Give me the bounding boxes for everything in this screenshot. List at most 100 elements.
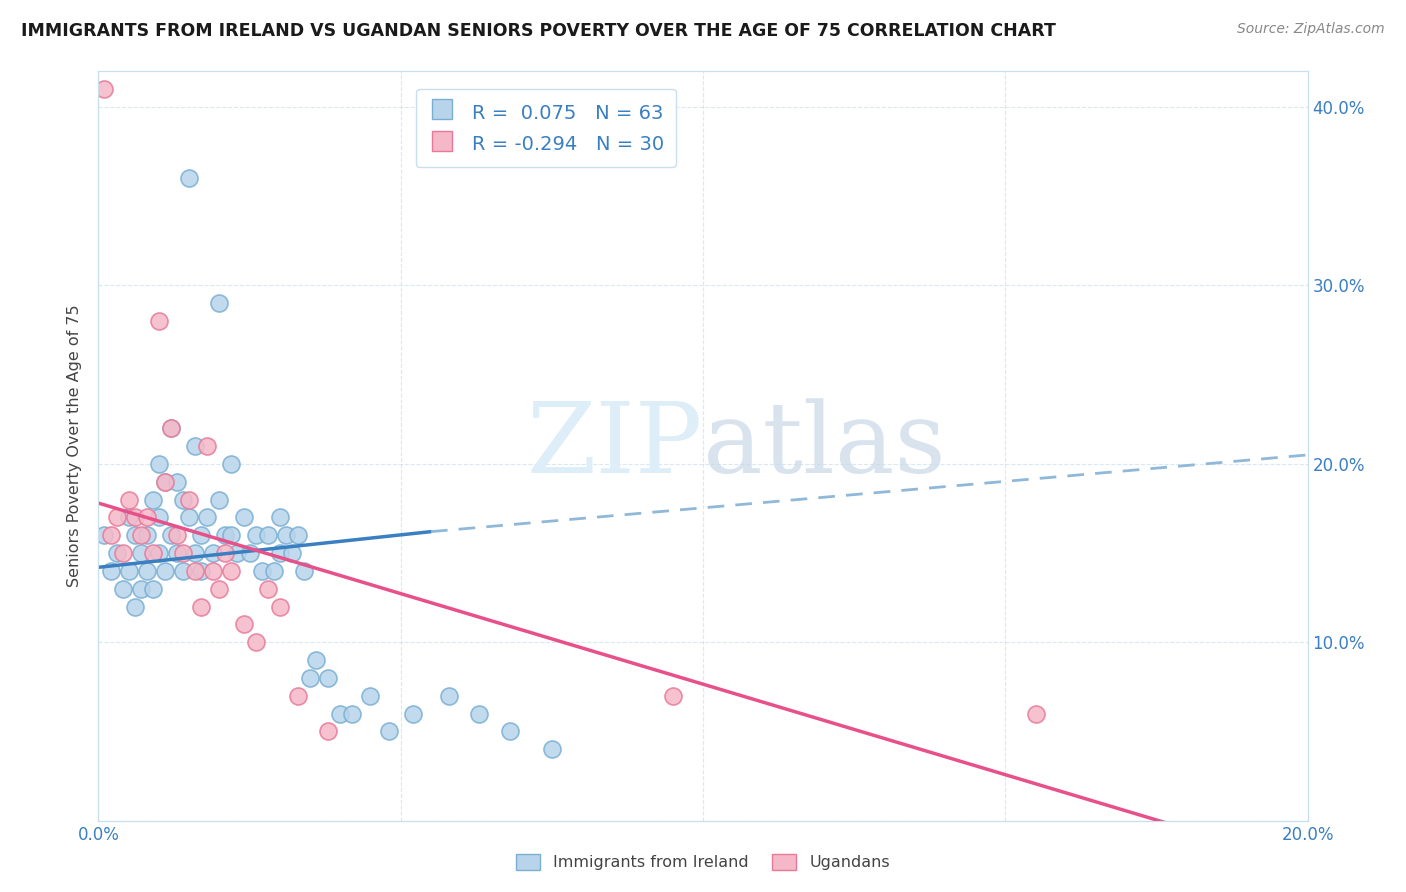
Point xyxy=(402,706,425,721)
Point xyxy=(124,599,146,614)
Y-axis label: Seniors Poverty Over the Age of 75: Seniors Poverty Over the Age of 75 xyxy=(67,305,83,587)
Point xyxy=(1024,706,1046,721)
Point xyxy=(166,528,188,542)
Point xyxy=(190,564,212,578)
Point xyxy=(148,314,170,328)
Point xyxy=(111,582,134,596)
Point xyxy=(124,528,146,542)
Point xyxy=(153,564,176,578)
Point xyxy=(360,689,382,703)
Point xyxy=(287,689,309,703)
Point xyxy=(179,510,201,524)
Point xyxy=(342,706,364,721)
Point xyxy=(160,421,183,435)
Point xyxy=(299,671,322,685)
Point xyxy=(232,617,254,632)
Point xyxy=(118,510,141,524)
Point xyxy=(142,546,165,560)
Point xyxy=(190,528,212,542)
Point xyxy=(540,742,562,756)
Point xyxy=(172,492,194,507)
Point xyxy=(263,564,285,578)
Point xyxy=(148,510,170,524)
Point xyxy=(129,528,152,542)
Point xyxy=(468,706,491,721)
Point xyxy=(221,564,243,578)
Point xyxy=(135,510,157,524)
Point xyxy=(124,510,146,524)
Point xyxy=(239,546,262,560)
Point xyxy=(377,724,399,739)
Point xyxy=(153,475,176,489)
Point xyxy=(214,528,236,542)
Point xyxy=(100,528,122,542)
Point xyxy=(100,564,122,578)
Point xyxy=(274,528,297,542)
Point xyxy=(269,546,291,560)
Point xyxy=(195,439,218,453)
Point xyxy=(129,582,152,596)
Text: Source: ZipAtlas.com: Source: ZipAtlas.com xyxy=(1237,22,1385,37)
Point xyxy=(166,546,188,560)
Point xyxy=(93,528,115,542)
Point xyxy=(179,492,201,507)
Point xyxy=(208,492,231,507)
Point xyxy=(250,564,273,578)
Legend: R =  0.075   N = 63, R = -0.294   N = 30: R = 0.075 N = 63, R = -0.294 N = 30 xyxy=(416,88,676,167)
Point xyxy=(135,528,157,542)
Text: ZIP: ZIP xyxy=(527,398,703,494)
Point xyxy=(153,475,176,489)
Point xyxy=(661,689,683,703)
Point xyxy=(498,724,520,739)
Point xyxy=(305,653,328,667)
Point xyxy=(256,582,278,596)
Point xyxy=(111,546,134,560)
Point xyxy=(172,564,194,578)
Point xyxy=(135,564,157,578)
Point xyxy=(329,706,352,721)
Point xyxy=(269,510,291,524)
Point xyxy=(292,564,315,578)
Point xyxy=(437,689,460,703)
Point xyxy=(184,546,207,560)
Point xyxy=(214,546,236,560)
Point xyxy=(208,582,231,596)
Point xyxy=(166,475,188,489)
Point xyxy=(245,635,267,649)
Point xyxy=(232,510,254,524)
Point xyxy=(190,599,212,614)
Point xyxy=(105,546,128,560)
Point xyxy=(226,546,249,560)
Point xyxy=(118,492,141,507)
Point xyxy=(316,724,339,739)
Point xyxy=(202,564,225,578)
Point xyxy=(179,171,201,186)
Point xyxy=(245,528,267,542)
Point xyxy=(202,546,225,560)
Legend: Immigrants from Ireland, Ugandans: Immigrants from Ireland, Ugandans xyxy=(512,849,894,875)
Point xyxy=(172,546,194,560)
Point xyxy=(269,599,291,614)
Point xyxy=(195,510,218,524)
Point xyxy=(184,439,207,453)
Point xyxy=(142,582,165,596)
Point xyxy=(256,528,278,542)
Point xyxy=(221,457,243,471)
Point xyxy=(148,546,170,560)
Point xyxy=(287,528,309,542)
Point xyxy=(160,421,183,435)
Point xyxy=(93,82,115,96)
Point xyxy=(148,457,170,471)
Point xyxy=(160,528,183,542)
Point xyxy=(316,671,339,685)
Point xyxy=(208,296,231,310)
Point xyxy=(281,546,304,560)
Text: atlas: atlas xyxy=(703,398,946,494)
Point xyxy=(118,564,141,578)
Point xyxy=(221,528,243,542)
Point xyxy=(142,492,165,507)
Text: IMMIGRANTS FROM IRELAND VS UGANDAN SENIORS POVERTY OVER THE AGE OF 75 CORRELATIO: IMMIGRANTS FROM IRELAND VS UGANDAN SENIO… xyxy=(21,22,1056,40)
Point xyxy=(129,546,152,560)
Point xyxy=(105,510,128,524)
Point xyxy=(184,564,207,578)
